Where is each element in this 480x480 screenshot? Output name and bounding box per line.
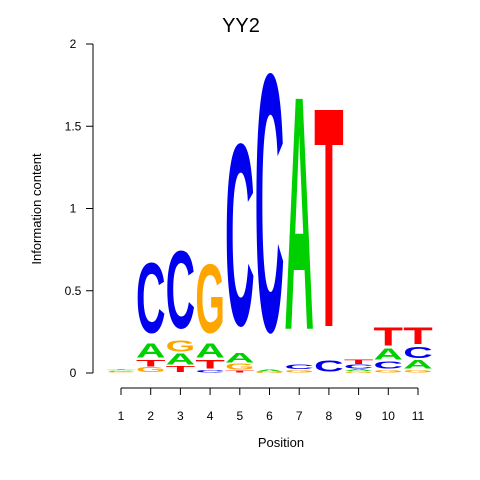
logo-letter-c: C [344, 364, 373, 370]
logo-letter-g: G [374, 369, 403, 373]
x-tick-label: 2 [147, 409, 154, 423]
x-axis: 1 2 3 4 5 6 7 8 9 10 11 [118, 387, 425, 423]
y-tick-label: 0.5 [65, 284, 82, 298]
logo-letter-g: G [403, 369, 432, 373]
x-tick-label: 7 [296, 409, 303, 423]
logo-letter-c: C [314, 357, 344, 375]
logo-letter-c: C [374, 360, 404, 371]
x-tick-label: 9 [355, 409, 362, 423]
y-axis-title: Information content [29, 153, 44, 265]
logo-letter-a: A [284, 28, 313, 400]
logo-letter-a: A [106, 370, 136, 371]
logo-letter-a: A [344, 368, 374, 371]
x-tick-label: 6 [266, 409, 273, 423]
logo-letter-a: A [166, 350, 196, 368]
x-tick-label: 3 [177, 409, 184, 423]
logo-letter-c: C [284, 364, 314, 371]
logo-letter-a: A [225, 350, 254, 366]
x-tick-label: 4 [207, 409, 214, 423]
logo-letter-c: C [255, 0, 284, 409]
logo-letter-c: C [106, 371, 136, 372]
logo-letter-a: A [136, 340, 165, 362]
y-axis: 0 0.5 1 1.5 2 [65, 37, 94, 380]
x-tick-label: 11 [412, 409, 425, 423]
logo-letter-c: C [225, 91, 254, 380]
logo-letter-t: T [344, 359, 373, 366]
y-tick-label: 2 [70, 37, 77, 51]
y-tick-label: 0 [70, 366, 77, 380]
logo-letter-a: A [403, 358, 432, 371]
logo-letter-t: T [136, 358, 165, 368]
logo-letter-g: G [166, 338, 195, 356]
logo-letter-t: T [314, 42, 343, 393]
y-tick-label: 1.5 [65, 119, 82, 133]
logo-letter-g: G [344, 371, 374, 373]
y-tick-label: 1 [70, 202, 77, 216]
logo-letter-t: T [195, 358, 225, 371]
chart-title: YY2 [222, 15, 260, 37]
logo-letter-g: G [255, 372, 285, 374]
x-tick-label: 10 [382, 409, 396, 423]
logo-letter-g: G [106, 372, 135, 373]
logo-letter-g: G [225, 362, 255, 371]
logo-letter-t: T [403, 323, 432, 350]
x-axis-title: Position [258, 435, 304, 450]
logo-letter-a: A [255, 370, 285, 373]
x-tick-label: 1 [118, 409, 125, 423]
logo-letter-c: C [403, 344, 433, 362]
logo-letter-g: G [284, 369, 313, 373]
logo-letter-c: C [166, 229, 195, 352]
logo-letter-g: G [195, 243, 225, 354]
x-tick-label: 5 [236, 409, 243, 423]
logo-letter-t: T [166, 365, 196, 374]
logo-letter-c: C [195, 369, 225, 373]
logo-letter-a: A [195, 340, 224, 362]
logo-letter-t: T [225, 370, 255, 373]
logo-letter-g: G [136, 366, 166, 374]
logo-letter-a: A [374, 345, 404, 363]
logo-letter-c: C [136, 243, 166, 354]
logo-letter-t: T [374, 323, 404, 352]
x-tick-label: 8 [326, 409, 333, 423]
logo-letter-t: T [106, 369, 136, 370]
